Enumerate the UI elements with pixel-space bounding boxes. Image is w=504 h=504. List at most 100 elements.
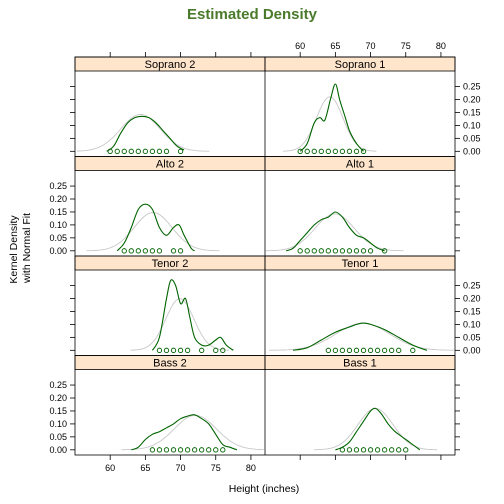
rug-point (304, 148, 310, 154)
rug-point (199, 447, 205, 453)
rug-point (220, 447, 226, 453)
x-tick-label: 60 (295, 41, 305, 51)
rug-point (121, 148, 127, 154)
rug-point (374, 447, 381, 453)
y-axis-row-1: 0.00 0.05 0.10 0.15 0.20 0.25 (70, 82, 481, 156)
panel-tenor-2: Tenor 2 (74, 255, 266, 353)
y-tick-label: 0.15 (49, 207, 67, 217)
y-tick-label: 0.20 (463, 294, 481, 304)
rug-point (142, 248, 149, 254)
x-axis-label: Height (inches) (229, 483, 300, 495)
rug-point (107, 148, 113, 154)
rug-point (410, 347, 416, 353)
rug-point (184, 447, 191, 453)
panel-soprano-1: Soprano 1 (264, 56, 456, 154)
panel-strip-label: Soprano 2 (145, 59, 196, 71)
rug-point (396, 347, 402, 353)
y-tick-label: 0.00 (463, 146, 481, 156)
rug-point (149, 447, 156, 453)
rug-point (367, 347, 374, 353)
rug-point (332, 148, 339, 154)
normal-fit-curve (121, 414, 264, 451)
density-curve (116, 203, 195, 252)
panel-strip-label: Alto 1 (346, 159, 374, 171)
x-tick-label: 65 (140, 463, 150, 473)
y-tick-label: 0.05 (49, 233, 67, 243)
rug-point (360, 148, 367, 154)
density-curve (106, 115, 185, 152)
panel-tenor-1: Tenor 1 (264, 255, 456, 353)
rug-point (346, 148, 353, 154)
y-tick-label: 0.10 (463, 120, 481, 130)
rug-point (156, 248, 163, 254)
panel-bass-2: Bass 2 (74, 355, 266, 453)
rug-point (353, 148, 360, 154)
chart-title: Estimated Density (187, 6, 318, 23)
rug-point (191, 447, 198, 453)
rug-point (184, 347, 191, 353)
rug-point (374, 347, 381, 353)
x-tick-label: 75 (211, 463, 221, 473)
panel-strip-label: Bass 1 (343, 358, 377, 370)
rug-point (213, 347, 219, 353)
rug-point (177, 347, 184, 353)
y-tick-label: 0.15 (463, 107, 481, 117)
y-tick-label: 0.25 (463, 281, 481, 291)
rug-point (121, 248, 127, 254)
y-tick-label: 0.05 (49, 432, 67, 442)
rug-point (220, 347, 226, 353)
panel-bass-1: Bass 1 (264, 355, 456, 453)
rug-point (346, 347, 353, 353)
panel-alto-1: Alto 1 (264, 156, 456, 254)
panel-strip-label: Alto 2 (156, 159, 184, 171)
rug-point (177, 248, 184, 254)
rug-point (135, 148, 141, 154)
normal-fit-curve (282, 96, 377, 152)
rug-point (170, 447, 177, 453)
rug-point (332, 248, 339, 254)
rug-point (199, 347, 205, 353)
panel-strip-label: Soprano 1 (335, 59, 386, 71)
rug-point (311, 148, 317, 154)
panel-strip-label: Tenor 1 (342, 258, 379, 270)
density-curve (151, 279, 234, 351)
rug-point (381, 447, 388, 453)
x-axis-top-right: 60 65 70 75 80 (295, 41, 446, 57)
rug-point (339, 148, 346, 154)
y-tick-label: 0.20 (49, 194, 67, 204)
x-axis-bottom-right (299, 455, 442, 460)
rug-point (163, 148, 170, 154)
rug-point (128, 148, 134, 154)
y-tick-label: 0.05 (463, 133, 481, 143)
rug-point (367, 447, 374, 453)
rug-point (346, 248, 353, 254)
rug-point (318, 148, 324, 154)
rug-point (297, 148, 303, 154)
rug-point (213, 447, 219, 453)
rug-point (325, 148, 331, 154)
y-tick-label: 0.10 (49, 419, 67, 429)
panels-layer: Soprano 2 Soprano 1 Alto 2 Alto 1 Tenor 2 Ten… (74, 56, 456, 453)
normal-fit-curve (313, 408, 438, 451)
density-curve (131, 414, 238, 451)
panel-frame (74, 56, 456, 456)
y-tick-label: 0.00 (463, 345, 481, 355)
rug-point (360, 248, 367, 254)
rug-point (163, 447, 170, 453)
rug-point (142, 148, 149, 154)
rug-point (353, 248, 360, 254)
y-axis-row-2: 0.00 0.05 0.10 0.15 0.20 0.25 (49, 181, 460, 256)
panel-strip-label: Tenor 2 (152, 258, 189, 270)
rug-point (353, 347, 360, 353)
rug-point (149, 248, 156, 254)
rug-point (360, 347, 367, 353)
rug-point (332, 347, 339, 353)
rug-point (170, 347, 177, 353)
y-axis-label: Kernel Density with Normal Fit (8, 212, 33, 284)
density-curve (299, 83, 364, 152)
rug-point (177, 447, 184, 453)
rug-point (381, 248, 388, 254)
y-tick-label: 0.10 (49, 220, 67, 230)
rug-point (396, 447, 402, 453)
y-tick-label: 0.10 (463, 319, 481, 329)
